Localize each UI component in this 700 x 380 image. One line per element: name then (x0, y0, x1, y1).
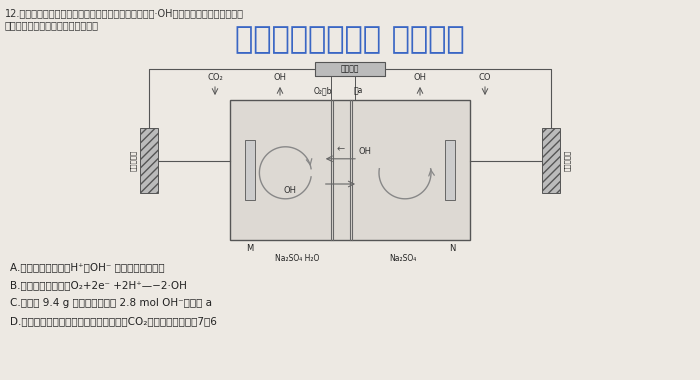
Text: C.每处理 9.4 g 苯蔽，理论上有 2.8 mol OH⁻透过膜 a: C.每处理 9.4 g 苯蔽，理论上有 2.8 mol OH⁻透过膜 a (10, 298, 212, 308)
Text: OH: OH (414, 73, 426, 82)
Text: CO₂: CO₂ (207, 73, 223, 82)
Text: 12.在直流电源作用下，利用双极膜电解池产生自由基（·OH）处理含苯蔽水和含甲醉废: 12.在直流电源作用下，利用双极膜电解池产生自由基（·OH）处理含苯蔽水和含甲醉… (5, 8, 244, 18)
Text: D.通电一段时间后，苯蔽和甲醉转化生成CO₂的物质的量之比为7：6: D.通电一段时间后，苯蔽和甲醉转化生成CO₂的物质的量之比为7：6 (10, 316, 217, 326)
Bar (315, 62, 385, 76)
Text: 微信公众号关注： 趋找答案: 微信公众号关注： 趋找答案 (235, 25, 465, 54)
Text: ←: ← (336, 144, 344, 154)
Text: 直流电源: 直流电源 (341, 65, 359, 73)
Text: OH: OH (358, 147, 372, 156)
Bar (542, 128, 560, 193)
Text: N: N (449, 244, 455, 253)
Text: OH: OH (274, 73, 286, 82)
Bar (140, 128, 158, 193)
Text: Na₂SO₄: Na₂SO₄ (389, 254, 416, 263)
Bar (245, 140, 255, 200)
Text: OH: OH (284, 186, 297, 195)
Text: Na₂SO₄ H₂O: Na₂SO₄ H₂O (275, 254, 319, 263)
Text: 水的原理如图。下列说法不正确的是: 水的原理如图。下列说法不正确的是 (5, 20, 99, 30)
Text: O₂膜b: O₂膜b (313, 86, 332, 95)
Text: 膜a: 膜a (354, 86, 363, 95)
Text: A.双极膜将水解离为H⁺和OH⁻ 的过程是物理变化: A.双极膜将水解离为H⁺和OH⁻ 的过程是物理变化 (10, 262, 164, 272)
Text: 含苯蔽废水: 含苯蔽废水 (130, 150, 136, 171)
Text: M: M (246, 244, 253, 253)
Bar (230, 100, 470, 240)
Text: CO: CO (479, 73, 491, 82)
Text: 含甲醉废水: 含甲醉废水 (564, 150, 570, 171)
Text: B.阴极电极反应式为O₂+2e⁻ +2H⁺—−2·OH: B.阴极电极反应式为O₂+2e⁻ +2H⁺—−2·OH (10, 280, 187, 290)
Bar (445, 140, 455, 200)
